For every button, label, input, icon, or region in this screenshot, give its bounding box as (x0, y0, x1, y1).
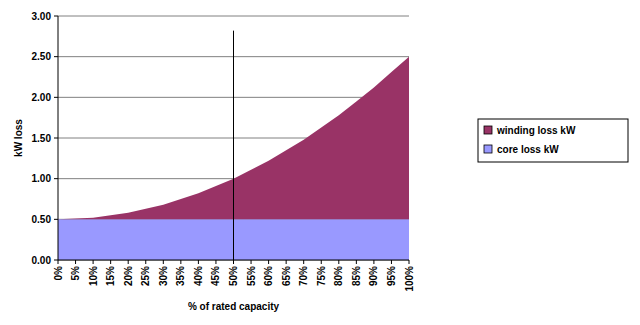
x-tick-label: 45% (210, 266, 221, 286)
x-tick (58, 260, 59, 264)
y-tick-label: 2.00 (32, 92, 52, 103)
legend (478, 119, 628, 162)
x-tick-label: 15% (105, 266, 116, 286)
y-tick-label: 2.50 (32, 51, 52, 62)
x-tick (110, 260, 111, 264)
x-tick (391, 260, 392, 264)
y-tick-label: 0.50 (32, 214, 52, 225)
x-tick-label: 0% (53, 266, 64, 281)
x-tick-label: 55% (246, 266, 257, 286)
y-tick (54, 260, 58, 261)
y-tick (54, 138, 58, 139)
x-tick-label: 80% (333, 266, 344, 286)
x-tick (145, 260, 146, 264)
x-tick-label: 75% (316, 266, 327, 286)
plot-area (58, 31, 409, 260)
x-tick (409, 260, 410, 264)
x-tick-label: 60% (263, 266, 274, 286)
y-tick (54, 56, 58, 57)
x-tick (251, 260, 252, 264)
x-tick-label: 35% (175, 266, 186, 286)
x-tick (286, 260, 287, 264)
y-tick-label: 3.00 (32, 11, 52, 22)
grid-line (58, 16, 409, 17)
x-tick-label: 20% (123, 266, 134, 286)
x-tick (163, 260, 164, 264)
x-tick-label: 5% (70, 266, 81, 281)
y-tick-label: 0.00 (32, 255, 52, 266)
x-tick (233, 260, 234, 264)
y-tick-label: 1.00 (32, 173, 52, 184)
x-tick (303, 260, 304, 264)
x-axis-title: % of rated capacity (188, 301, 280, 312)
x-tick-label: 90% (368, 266, 379, 286)
x-tick-label: 100% (404, 266, 415, 292)
x-tick (215, 260, 216, 264)
y-tick (54, 97, 58, 98)
x-tick-label: 25% (140, 266, 151, 286)
x-tick (268, 260, 269, 264)
x-tick-label: 10% (88, 266, 99, 286)
x-tick (356, 260, 357, 264)
x-tick (198, 260, 199, 264)
legend-swatch (484, 145, 492, 153)
y-tick-label: 1.50 (32, 133, 52, 144)
legend-swatch (484, 126, 492, 134)
y-axis-title: kW loss (13, 119, 24, 157)
chart: 0.00 0.50 1.00 1.50 2.00 2.50 3.00 0% 5% 10% 15% 20… (0, 0, 640, 325)
x-tick (180, 260, 181, 264)
x-tick (338, 260, 339, 264)
x-tick-label: 30% (158, 266, 169, 286)
x-tick (321, 260, 322, 264)
x-tick-label: 85% (351, 266, 362, 286)
legend-label: core loss kW (497, 144, 559, 155)
x-tick (373, 260, 374, 264)
reference-line (233, 31, 234, 260)
x-tick-label: 40% (193, 266, 204, 286)
x-tick-label: 95% (386, 266, 397, 286)
y-tick (54, 178, 58, 179)
x-tick-label: 65% (281, 266, 292, 286)
x-tick (75, 260, 76, 264)
x-tick (93, 260, 94, 264)
y-tick (54, 219, 58, 220)
x-tick (128, 260, 129, 264)
y-tick (54, 16, 58, 17)
x-tick-label: 50% (228, 266, 239, 286)
legend-label: winding loss kW (496, 125, 576, 136)
x-tick-label: 70% (298, 266, 309, 286)
